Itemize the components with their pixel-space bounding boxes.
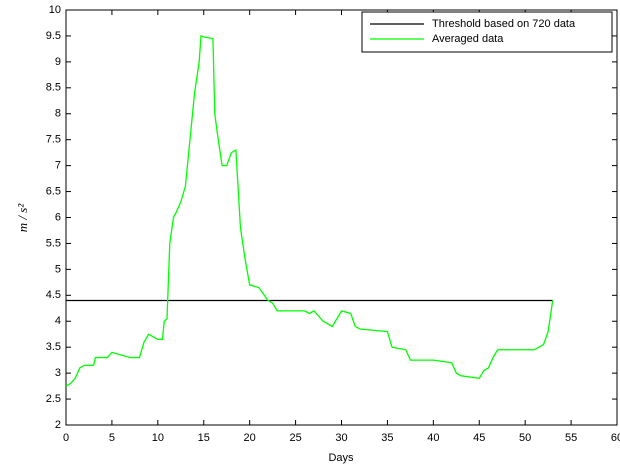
y-tick-label: 10 (49, 4, 61, 16)
x-tick-label: 15 (198, 432, 210, 444)
y-tick-label: 6.5 (46, 185, 61, 197)
x-axis-label: Days (328, 452, 354, 464)
y-tick-label: 7 (55, 160, 61, 172)
y-axis-label: m / s² (15, 203, 30, 233)
y-tick-label: 6 (55, 211, 61, 223)
x-tick-label: 25 (289, 432, 301, 444)
y-tick-label: 4.5 (46, 289, 61, 301)
x-tick-label: 35 (381, 432, 393, 444)
y-tick-label: 9.5 (46, 30, 61, 42)
x-tick-label: 20 (244, 432, 256, 444)
y-tick-label: 3.5 (46, 341, 61, 353)
x-tick-label: 5 (109, 432, 115, 444)
x-tick-label: 30 (335, 432, 347, 444)
y-tick-label: 7.5 (46, 134, 61, 146)
y-tick-label: 2.5 (46, 393, 61, 405)
data-line (65, 35, 554, 387)
x-tick-label: 45 (473, 432, 485, 444)
y-tick-label: 8 (55, 108, 61, 120)
y-tick-label: 2 (55, 419, 61, 431)
plot-frame (65, 9, 618, 426)
legend-label: Averaged data (432, 33, 504, 45)
x-tick-label: 55 (565, 432, 577, 444)
legend-box (361, 11, 613, 53)
x-tick-label: 50 (519, 432, 531, 444)
x-tick-label: 60 (611, 432, 620, 444)
y-tick-label: 9 (55, 56, 61, 68)
y-tick-label: 8.5 (46, 82, 61, 94)
x-tick-label: 10 (152, 432, 164, 444)
y-tick-label: 5.5 (46, 237, 61, 249)
y-tick-label: 3 (55, 367, 61, 379)
y-tick-label: 5 (55, 263, 61, 275)
legend-label: Threshold based on 720 data (432, 18, 576, 30)
x-tick-label: 40 (427, 432, 439, 444)
y-tick-label: 4 (55, 315, 61, 327)
x-tick-label: 0 (63, 432, 69, 444)
